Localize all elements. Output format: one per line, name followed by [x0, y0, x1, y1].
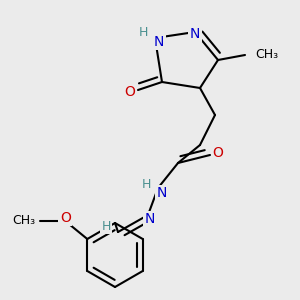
Text: H: H [101, 220, 111, 232]
Text: N: N [157, 186, 167, 200]
Text: O: O [124, 85, 135, 99]
Text: H: H [141, 178, 151, 191]
Text: CH₃: CH₃ [12, 214, 35, 227]
Text: H: H [138, 26, 148, 40]
Text: CH₃: CH₃ [255, 49, 278, 62]
Text: N: N [145, 212, 155, 226]
Text: N: N [154, 35, 164, 49]
Text: O: O [213, 146, 224, 160]
Text: N: N [190, 27, 200, 41]
Text: O: O [60, 211, 71, 225]
